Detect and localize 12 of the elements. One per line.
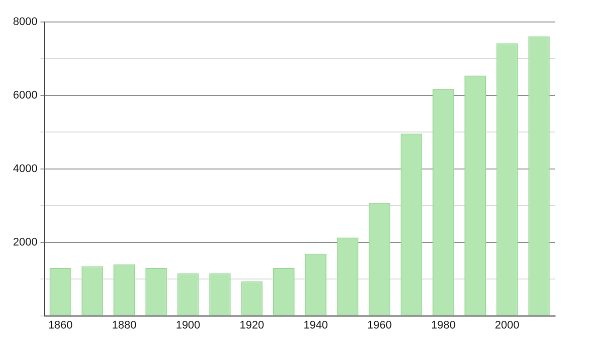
x-tick-label: 1940 bbox=[303, 319, 328, 332]
x-tick-label: 1920 bbox=[240, 319, 264, 332]
x-tick-label: 2000 bbox=[494, 319, 520, 332]
x-tick-label: 1960 bbox=[367, 319, 392, 332]
x-tick-label: 1980 bbox=[431, 319, 456, 332]
y-tick-label: 2000 bbox=[12, 236, 38, 248]
x-tick-label: 1900 bbox=[176, 319, 200, 332]
x-tick-label: 1880 bbox=[112, 319, 136, 332]
y-tick-label: 6000 bbox=[12, 89, 38, 102]
y-tick-label: 8000 bbox=[12, 16, 38, 28]
x-tick-label: 1860 bbox=[48, 319, 73, 332]
y-tick-label: 4000 bbox=[12, 162, 38, 175]
